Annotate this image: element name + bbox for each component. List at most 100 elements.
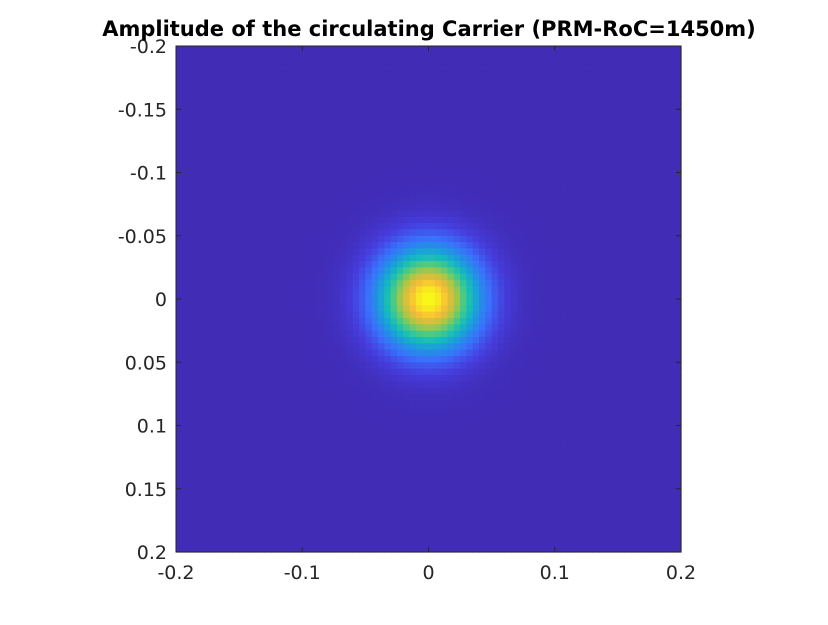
heatmap-cell (447, 140, 455, 148)
heatmap-cell (643, 121, 651, 129)
heatmap-cell (232, 400, 240, 408)
heatmap-cell (636, 71, 644, 79)
heatmap-cell (422, 172, 430, 180)
heatmap-cell (384, 254, 392, 262)
heatmap-cell (662, 197, 669, 205)
heatmap-cell (396, 368, 404, 376)
heatmap-cell (384, 71, 392, 79)
heatmap-cell (371, 178, 379, 186)
heatmap-cell (561, 425, 568, 433)
heatmap-cells (176, 46, 682, 553)
heatmap-cell (422, 412, 430, 420)
heatmap-cell (617, 115, 625, 123)
heatmap-cell (226, 242, 234, 249)
heatmap-cell (258, 96, 265, 104)
heatmap-cell (485, 109, 493, 117)
heatmap-cell (542, 330, 550, 338)
heatmap-cell (295, 185, 303, 193)
heatmap-cell (674, 343, 682, 351)
heatmap-cell (365, 115, 373, 123)
heatmap-cell (655, 273, 663, 281)
heatmap-cell (333, 140, 341, 148)
heatmap-cell (479, 178, 486, 186)
heatmap-cell (441, 147, 449, 155)
heatmap-cell (529, 229, 537, 237)
heatmap-cell (542, 134, 550, 142)
heatmap-cell (491, 178, 499, 186)
heatmap-cell (491, 343, 499, 351)
heatmap-cell (561, 83, 568, 91)
heatmap-cell (384, 153, 392, 161)
heatmap-cell (340, 273, 348, 281)
heatmap-cell (283, 254, 291, 262)
heatmap-cell (277, 64, 284, 72)
heatmap-cell (598, 324, 606, 332)
heatmap-cell (554, 58, 562, 66)
heatmap-cell (422, 355, 430, 363)
heatmap-cell (554, 77, 562, 85)
heatmap-cell (434, 46, 442, 53)
heatmap-cell (592, 58, 600, 66)
heatmap-cell (573, 140, 581, 148)
heatmap-cell (554, 153, 562, 161)
heatmap-cell (390, 387, 398, 395)
heatmap-cell (378, 412, 385, 420)
heatmap-cell (592, 216, 600, 224)
heatmap-cell (491, 330, 499, 338)
heatmap-cell (295, 317, 303, 325)
heatmap-cell (352, 90, 360, 98)
heatmap-cell (277, 299, 284, 306)
heatmap-cell (472, 261, 480, 268)
heatmap-cell (346, 223, 354, 231)
heatmap-cell (535, 229, 543, 237)
heatmap-cell (586, 330, 594, 338)
heatmap-cell (592, 178, 600, 186)
heatmap-cell (371, 387, 379, 395)
heatmap-cell (655, 153, 663, 161)
heatmap-cell (213, 292, 221, 300)
heatmap-cell (371, 273, 379, 281)
heatmap-cell (630, 311, 638, 319)
heatmap-cell (611, 419, 619, 427)
heatmap-cell (649, 343, 657, 351)
heatmap-cell (617, 46, 625, 53)
heatmap-cell (251, 159, 259, 167)
heatmap-cell (409, 191, 417, 199)
heatmap-cell (188, 374, 196, 382)
heatmap-cell (365, 185, 373, 193)
heatmap-cell (333, 52, 341, 60)
heatmap-cell (365, 96, 373, 104)
heatmap-cell (630, 393, 638, 401)
heatmap-cell (289, 96, 297, 104)
heatmap-cell (598, 153, 606, 161)
heatmap-cell (176, 64, 183, 72)
heatmap-cell (453, 305, 461, 313)
heatmap-cell (466, 368, 474, 376)
heatmap-cell (264, 216, 272, 224)
heatmap-cell (251, 324, 259, 332)
heatmap-cell (378, 64, 385, 72)
heatmap-cell (535, 191, 543, 199)
heatmap-cell (289, 216, 297, 224)
heatmap-cell (371, 267, 379, 275)
heatmap-cell (176, 267, 183, 275)
heatmap-cell (295, 412, 303, 420)
heatmap-cell (182, 197, 190, 205)
heatmap-cell (497, 349, 505, 357)
heatmap-cell (605, 159, 613, 167)
heatmap-cell (239, 185, 247, 193)
heatmap-cell (321, 362, 329, 370)
heatmap-cell (188, 393, 196, 401)
heatmap-cell (624, 248, 632, 256)
heatmap-cell (188, 134, 196, 142)
heatmap-cell (352, 267, 360, 275)
heatmap-cell (302, 159, 310, 167)
heatmap-cell (598, 128, 606, 136)
heatmap-cell (655, 191, 663, 199)
heatmap-cell (359, 134, 366, 142)
heatmap-cell (251, 368, 259, 376)
heatmap-cell (523, 299, 531, 306)
heatmap-cell (415, 229, 423, 237)
heatmap-cell (605, 134, 613, 142)
heatmap-cell (340, 140, 348, 148)
